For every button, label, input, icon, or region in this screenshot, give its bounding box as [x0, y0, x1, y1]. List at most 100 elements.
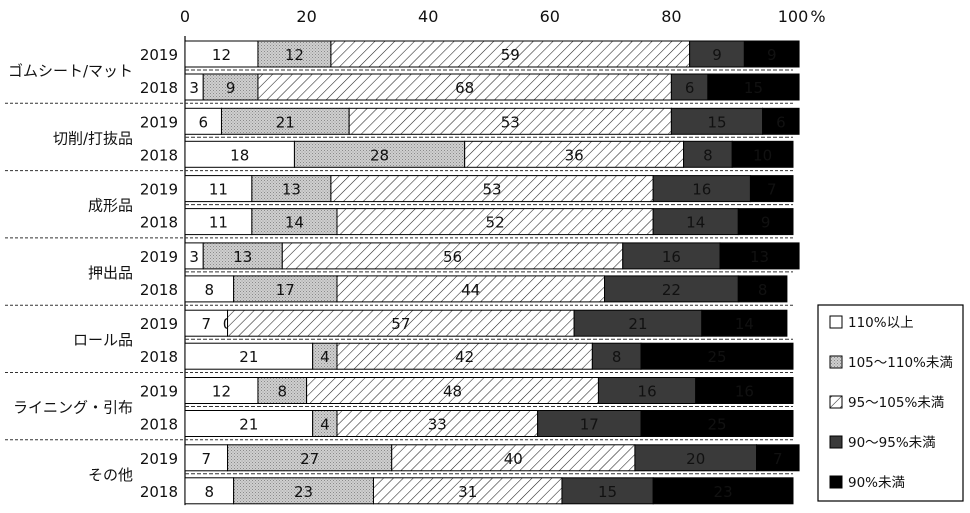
- year-label: 2019: [140, 315, 178, 333]
- group-label: 押出品: [88, 264, 133, 282]
- data-label: 48: [443, 383, 462, 401]
- group-label: 切削/打抜品: [53, 129, 133, 147]
- year-label: 2019: [140, 383, 178, 401]
- bar-segment: [348, 107, 672, 135]
- data-label: 7: [202, 315, 212, 333]
- data-label: 31: [458, 483, 477, 501]
- data-label: 8: [205, 281, 215, 299]
- bar-segment: [330, 40, 691, 68]
- group-label: 成形品: [88, 197, 133, 215]
- bar-segment: [640, 342, 794, 370]
- data-label: 8: [612, 348, 622, 366]
- bar-segment: [749, 175, 794, 203]
- data-label: 23: [294, 483, 313, 501]
- bar-segment: [634, 444, 758, 472]
- data-label: 8: [278, 383, 288, 401]
- bar-segment: [591, 342, 642, 370]
- data-label: 8: [703, 146, 713, 164]
- bar-segment: [689, 40, 745, 68]
- bar-segment: [372, 477, 563, 505]
- bar-segment: [652, 477, 794, 505]
- data-label: 12: [285, 46, 304, 64]
- bar-segment: [336, 275, 606, 303]
- data-label: 22: [662, 281, 681, 299]
- data-label: 25: [707, 416, 726, 434]
- bar-segment: [202, 73, 259, 101]
- data-label: 10: [753, 146, 772, 164]
- bar-segment: [330, 175, 654, 203]
- legend-swatch: [829, 435, 843, 449]
- data-label: 15: [598, 483, 617, 501]
- data-label: 33: [428, 416, 447, 434]
- bar-segment: [737, 208, 794, 236]
- data-label: 6: [776, 113, 786, 131]
- year-label: 2019: [140, 248, 178, 266]
- data-label: 16: [735, 383, 754, 401]
- legend-label: 95～105%未満: [848, 395, 944, 411]
- legend-swatch: [829, 395, 843, 409]
- bar-segment: [184, 309, 229, 337]
- group-label: ロール品: [73, 331, 133, 349]
- bar-segment: [184, 477, 235, 505]
- data-label: 8: [205, 483, 215, 501]
- bar-segment: [184, 377, 259, 404]
- data-label: 17: [276, 281, 295, 299]
- bar-segment: [756, 444, 800, 472]
- data-label: 3: [189, 248, 199, 266]
- bar-segment: [336, 208, 654, 236]
- data-label: 27: [300, 450, 319, 468]
- legend-label: 90～95%未満: [848, 435, 936, 451]
- bar-segment: [184, 40, 259, 68]
- year-label: 2018: [140, 146, 178, 164]
- data-label: 16: [638, 383, 657, 401]
- legend-label: 110%以上: [848, 315, 914, 331]
- category-labels: 2019 2018 ゴムシート/マット 2019 2018 切削/打抜品 2019 2018 成…: [5, 46, 793, 501]
- data-label: 36: [565, 146, 584, 164]
- data-label: 13: [233, 248, 252, 266]
- legend-label: 105～110%未満: [848, 355, 953, 371]
- bar-segment: [573, 309, 703, 337]
- data-label: 21: [628, 315, 647, 333]
- year-label: 2019: [140, 46, 178, 64]
- bar-segment: [731, 140, 794, 168]
- group-label: ライニング・引布: [13, 399, 133, 417]
- data-label: 7: [202, 450, 212, 468]
- bar-segment: [233, 477, 374, 505]
- bar-segment: [257, 73, 672, 101]
- bar-segment: [227, 444, 393, 472]
- data-label: 16: [692, 181, 711, 199]
- bars: 12 12 59 9 9 3 9 68 6 15 6 21 53 15 6 18 28 36 8 10 11 13 53 16…: [184, 40, 800, 505]
- data-label: 3: [189, 79, 199, 97]
- year-label: 2018: [140, 348, 178, 366]
- group-label: ゴムシート/マット: [8, 62, 133, 80]
- data-label: 40: [504, 450, 523, 468]
- group-label: その他: [88, 466, 133, 484]
- legend: 110%以上 105～110%未満 95～105%未満 90～95%未満 90%未満: [817, 304, 964, 502]
- bar-segment: [251, 208, 338, 236]
- data-label: 9: [767, 46, 777, 64]
- year-label: 2018: [140, 79, 178, 97]
- data-label: 56: [443, 248, 462, 266]
- bar-segment: [670, 107, 764, 135]
- bar-segment: [312, 342, 338, 370]
- bar-segment: [604, 275, 739, 303]
- x-tick-label: 40: [418, 7, 438, 26]
- bar-segment: [640, 410, 794, 437]
- bar-segment: [464, 140, 685, 168]
- data-label: 57: [391, 315, 410, 333]
- data-label: 18: [230, 146, 249, 164]
- data-label: 53: [501, 113, 520, 131]
- data-label: 9: [712, 46, 722, 64]
- data-label: 11: [209, 214, 228, 232]
- legend-label: 90%未満: [848, 475, 905, 491]
- legend-swatch: [829, 315, 843, 329]
- legend-swatch: [829, 475, 843, 489]
- x-tick-label: 100: [778, 7, 809, 26]
- bar-segment: [695, 377, 794, 404]
- bar-segment: [184, 275, 235, 303]
- data-label: 15: [744, 79, 763, 97]
- bar-segment: [233, 275, 338, 303]
- data-label: 15: [707, 113, 726, 131]
- data-label: 28: [370, 146, 389, 164]
